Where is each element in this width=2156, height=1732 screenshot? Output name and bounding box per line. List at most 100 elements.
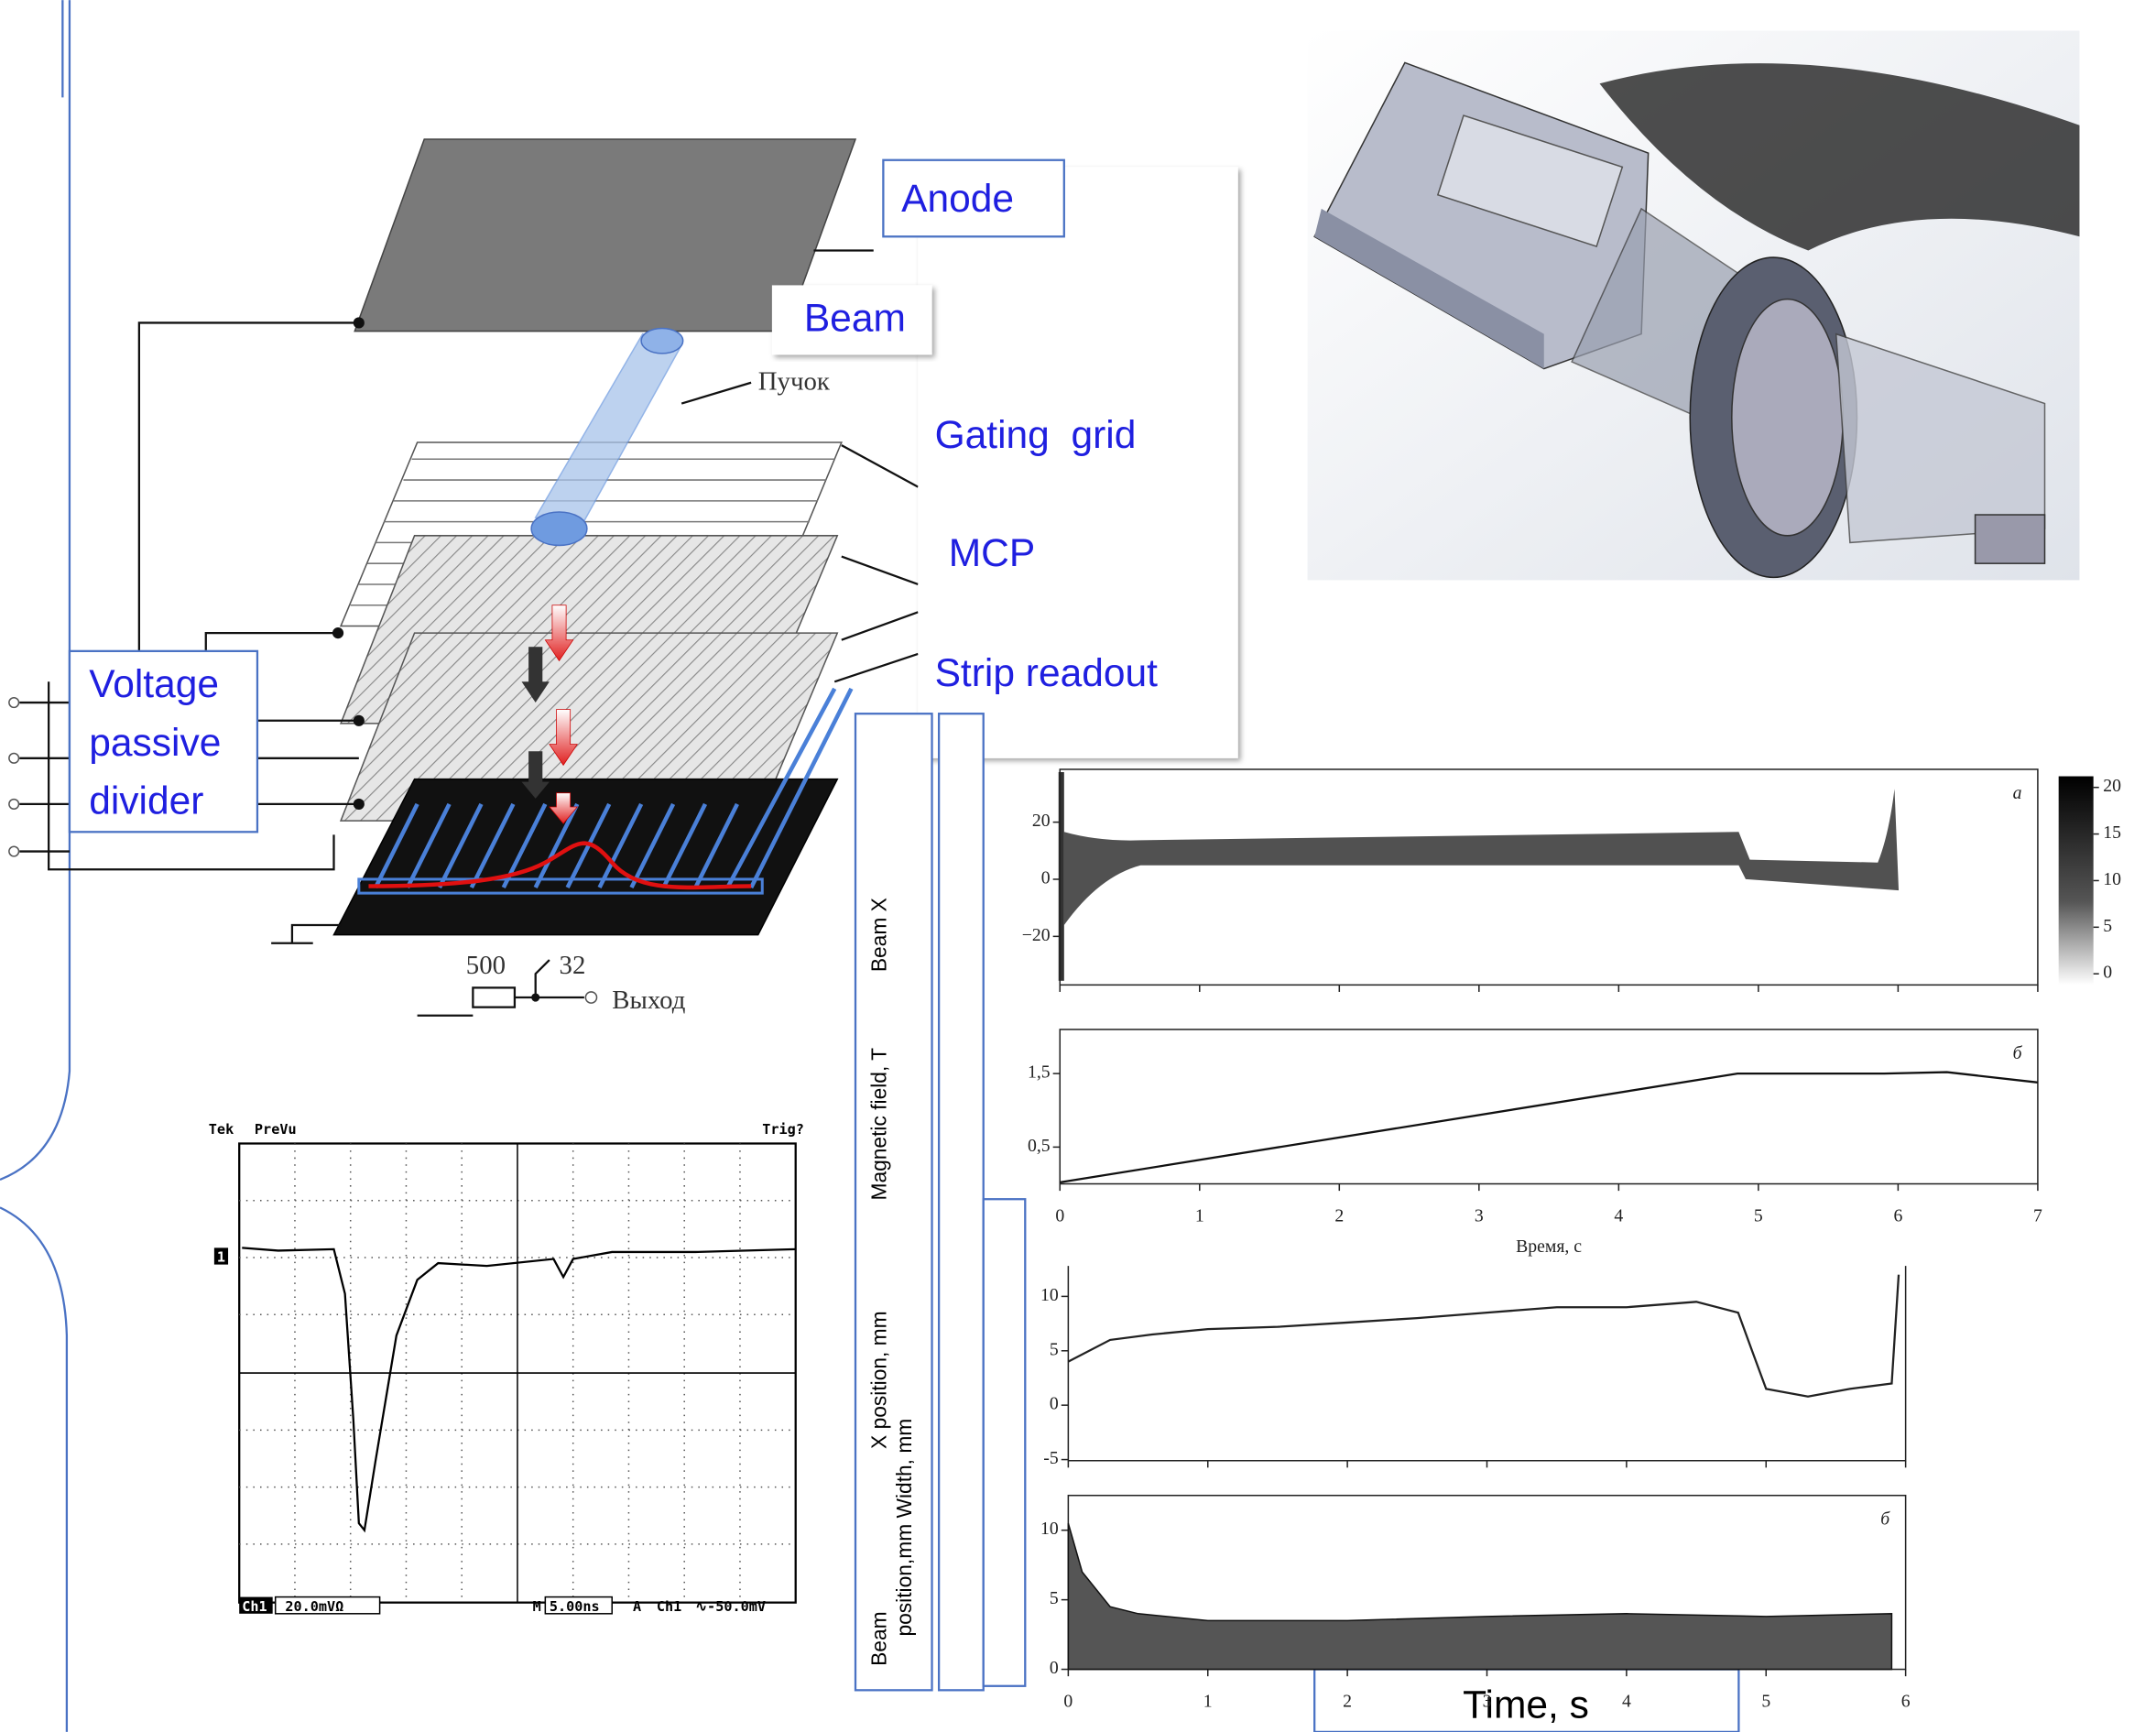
chart-panel: 20 0 −20 a 20 15 10 5 0 xyxy=(1022,768,2121,992)
detector-schematic-part-part xyxy=(597,802,644,889)
oscilloscope-part xyxy=(239,1143,796,1603)
x-tick-label: 2 xyxy=(1343,1692,1352,1712)
mcp-label: MCP xyxy=(949,532,1035,575)
detector-schematic-part xyxy=(332,778,839,936)
colorbar-tick-label: 0 xyxy=(2103,963,2112,983)
detector-schematic-part-part xyxy=(584,991,598,1004)
divider-label: Voltage xyxy=(89,663,219,706)
oscilloscope-part xyxy=(239,1596,273,1614)
detector-photo-part xyxy=(1436,114,1624,247)
osc-trigger-prefix: A xyxy=(633,1598,641,1615)
detector-schematic: Пучок Выход 500 32 xyxy=(8,138,919,1017)
y-tick-label: 0,5 xyxy=(1028,1136,1051,1156)
y-tick-label: 5 xyxy=(1050,1339,1059,1359)
detector-schematic-part-part xyxy=(353,714,365,726)
channels-label: 32 xyxy=(560,951,586,980)
divider-label: divider xyxy=(89,780,203,823)
detector-schematic-part-part xyxy=(544,605,574,662)
frame xyxy=(1067,1266,1907,1462)
osc-channel: Ch1 xyxy=(242,1598,267,1615)
detector-schematic-part-part xyxy=(417,959,584,1017)
axis-label-boxes: Beam X Magnetic field, T X position, mm … xyxy=(854,713,1027,1692)
oscilloscope-part xyxy=(242,1247,796,1533)
detector-schematic-part xyxy=(19,249,919,1017)
line xyxy=(1060,1071,2039,1183)
y-tick-label: 0 xyxy=(1041,868,1051,888)
osc-time-scale: 5.00ns xyxy=(550,1598,600,1615)
colorbar-tick-label: 5 xyxy=(2103,916,2112,936)
detector-schematic-part xyxy=(544,605,579,824)
detector-schematic-part xyxy=(472,986,517,1008)
detector-schematic-part xyxy=(521,647,550,799)
oscilloscope-part xyxy=(544,1596,613,1615)
detector-schematic-part-part xyxy=(533,802,580,889)
detector-photo-part xyxy=(1731,298,1845,537)
x-tick-label: 4 xyxy=(1614,1206,1623,1226)
osc-trigger-level: ∿-50.0mV xyxy=(695,1598,766,1615)
detector-schematic-part-part xyxy=(8,752,20,764)
detector-schematic-part xyxy=(530,511,588,547)
chart-panel: 10 5 00 1 2 3 4 5 6 б xyxy=(1040,1494,1911,1712)
panel-label: a xyxy=(2013,783,2022,803)
x-tick-label: 3 xyxy=(1483,1692,1492,1712)
osc-marker: 1 xyxy=(217,1249,225,1266)
osc-trigger-channel: Ch1 xyxy=(657,1598,681,1615)
axis-label-boxes-part xyxy=(982,1198,1027,1687)
x-tick-label: 4 xyxy=(1622,1692,1631,1712)
colorbar-tick-label: 10 xyxy=(2103,869,2121,889)
slide-part xyxy=(1313,1668,1740,1732)
divider-label: passive xyxy=(89,722,221,765)
x-tick-label: 7 xyxy=(2033,1206,2042,1226)
detector-schematic-part-part xyxy=(549,709,578,767)
detector-schematic-part-part xyxy=(661,802,708,889)
axis-label-boxes-part xyxy=(854,713,933,1692)
detector-schematic-part xyxy=(8,696,598,1004)
x-tick-label: 6 xyxy=(1901,1692,1911,1712)
y-tick-label: 10 xyxy=(1040,1285,1059,1305)
detector-schematic-part-part xyxy=(531,993,540,1002)
axis-label: Beam X xyxy=(866,898,890,972)
y-tick-label: 0 xyxy=(1050,1394,1059,1414)
area xyxy=(1067,1522,1893,1671)
strip-readout-label: Strip readout xyxy=(935,652,1159,695)
oscilloscope: Tek PreVu Trig? 1 Ch1 20.0mVΩ M 5.00ns A… xyxy=(209,1121,804,1615)
panel-label: б xyxy=(2013,1043,2023,1063)
anode-label: Anode xyxy=(901,178,1014,221)
y-tick-label: 5 xyxy=(1050,1588,1059,1608)
detector-schematic-part-part xyxy=(681,249,919,683)
osc-scale: 20.0mVΩ xyxy=(285,1598,343,1615)
time-axis-label: Time, s xyxy=(1463,1684,1589,1727)
detector-schematic-part xyxy=(357,877,764,895)
detector-photo-part xyxy=(1314,208,1544,369)
oscilloscope-part xyxy=(274,1596,381,1615)
detector-schematic-part-part xyxy=(629,802,676,889)
label-panel-part xyxy=(68,649,259,833)
beam-ru-label: Пучок xyxy=(758,366,831,396)
y-tick-label: -5 xyxy=(1043,1448,1059,1468)
axis-label: Magnetic field, T xyxy=(866,1048,890,1201)
detector-photo xyxy=(1307,30,2080,581)
detector-schematic-part xyxy=(368,841,752,890)
colorbar xyxy=(2058,776,2094,986)
heatmap-band-part xyxy=(1063,789,1900,926)
oscilloscope-part xyxy=(213,1247,229,1265)
y-tick-label: −20 xyxy=(1022,925,1051,945)
detector-schematic-part-part xyxy=(725,687,837,889)
detector-schematic-part-part xyxy=(8,696,20,709)
left-decoration-part xyxy=(0,0,71,1732)
x-tick-label: 0 xyxy=(1063,1692,1073,1712)
x-tick-label: 2 xyxy=(1334,1206,1344,1226)
detector-schematic-part-part xyxy=(405,802,452,889)
colorbar-tick-label: 20 xyxy=(2103,776,2121,796)
output-ru-label: Выход xyxy=(612,986,686,1015)
x-tick-label: 1 xyxy=(1203,1692,1213,1712)
detector-schematic-part-part xyxy=(19,701,70,853)
beam-label: Beam xyxy=(804,298,906,341)
resistor-label: 500 xyxy=(466,951,506,980)
y-tick-label: 20 xyxy=(1032,811,1051,831)
detector-schematic-part-part xyxy=(8,845,20,857)
frame xyxy=(1059,1029,2039,1185)
detector-schematic-part xyxy=(640,327,684,354)
x-tick-label: 3 xyxy=(1475,1206,1484,1226)
